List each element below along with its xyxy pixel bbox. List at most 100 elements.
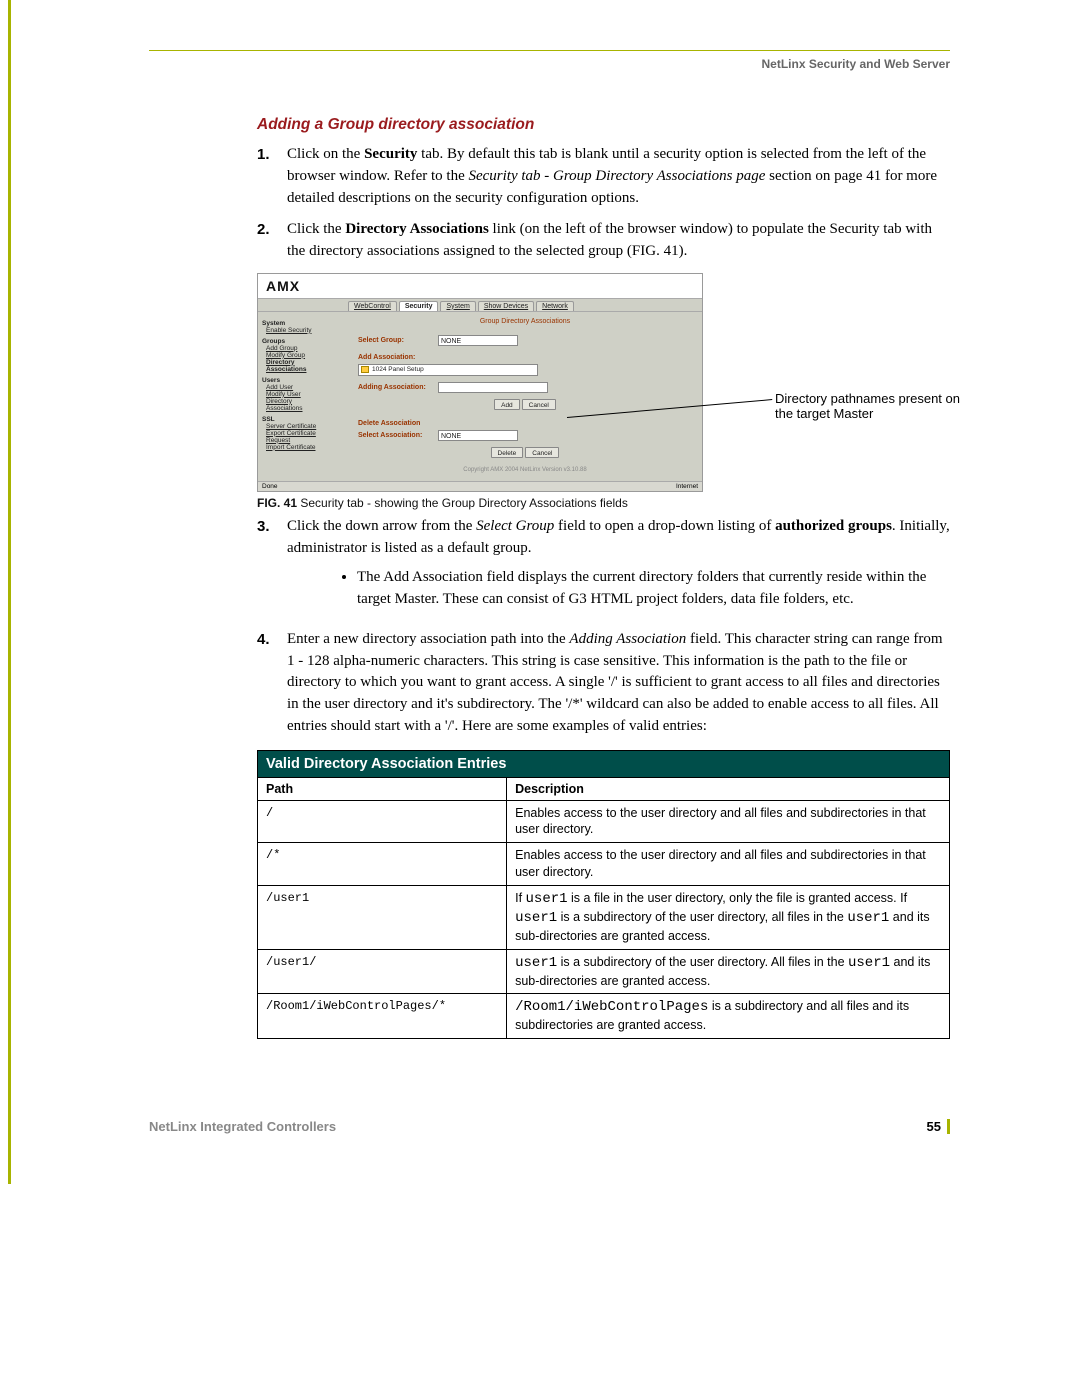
step-text: Click the Directory Associations link (o… (287, 219, 950, 263)
side-import-cert[interactable]: Import Certificate (266, 444, 344, 451)
cancel2-button[interactable]: Cancel (525, 447, 559, 458)
table-row: / Enables access to the user directory a… (258, 800, 950, 843)
side-modify-group[interactable]: Modify Group (266, 352, 344, 359)
t: Directory Associations (345, 221, 488, 237)
t: /Room1/iWebControlPages (515, 999, 708, 1015)
desc-cell: user1 is a subdirectory of the user dire… (507, 949, 950, 994)
table-row: /user1/ user1 is a subdirectory of the u… (258, 949, 950, 994)
t: Enter a new directory association path i… (287, 631, 569, 647)
step-num: 1. (257, 144, 281, 209)
footer: NetLinx Integrated Controllers 55 (149, 1119, 950, 1134)
adding-assoc-input[interactable] (438, 382, 548, 393)
bullet-1: The Add Association field displays the c… (357, 567, 950, 611)
step-3: 3. Click the down arrow from the Select … (257, 516, 950, 619)
t: authorized groups (775, 518, 892, 534)
step-4: 4. Enter a new directory association pat… (257, 629, 950, 738)
select-assoc-label: Select Association: (358, 432, 436, 439)
scr-copyright: Copyright AMX 2004 NetLinx Version v3.10… (358, 461, 692, 475)
desc-cell: Enables access to the user directory and… (507, 800, 950, 843)
side-directory-u[interactable]: Directory (266, 398, 344, 405)
section-title: Adding a Group directory association (257, 116, 950, 134)
side-associations-u[interactable]: Associations (266, 405, 344, 412)
scr-sidebar: System Enable Security Groups Add Group … (258, 312, 348, 481)
t: Select Group (476, 518, 554, 534)
adding-assoc-label: Adding Association: (358, 384, 436, 391)
cancel-button[interactable]: Cancel (522, 399, 556, 410)
side-associations[interactable]: Associations (266, 366, 344, 373)
step-num: 2. (257, 219, 281, 263)
side-modify-user[interactable]: Modify User (266, 391, 344, 398)
figure-41: AMX WebControl Security System Show Devi… (257, 273, 950, 510)
t: Security (364, 146, 417, 162)
top-rule (149, 50, 950, 51)
path-cell: /Room1/iWebControlPages/* (258, 994, 507, 1039)
tab-webcontrol[interactable]: WebControl (348, 301, 397, 311)
side-export-cert[interactable]: Export Certificate (266, 430, 344, 437)
association-table: Valid Directory Association Entries Path… (257, 750, 950, 1040)
add-button[interactable]: Add (494, 399, 520, 410)
table-row: /user1 If user1 is a file in the user di… (258, 886, 950, 950)
delete-button[interactable]: Delete (491, 447, 524, 458)
tab-security[interactable]: Security (399, 301, 439, 311)
caption-text: Security tab - showing the Group Directo… (297, 496, 628, 510)
assoc-folder-item[interactable]: 1024 Panel Setup (358, 364, 538, 376)
scr-statusbar: Done Internet (258, 481, 702, 491)
side-h-ssl: SSL (262, 416, 344, 423)
screenshot: AMX WebControl Security System Show Devi… (257, 273, 703, 492)
status-done: Done (262, 483, 278, 490)
side-enable-security[interactable]: Enable Security (266, 327, 344, 334)
t: user1 (848, 955, 890, 971)
amx-logo: AMX (258, 274, 702, 299)
t: is a subdirectory of the user directory.… (557, 955, 848, 969)
folder-label: 1024 Panel Setup (372, 366, 424, 373)
delete-assoc-label: Delete Association (358, 420, 436, 427)
t: Security tab - Group Directory Associati… (468, 168, 765, 184)
annotation-text: Directory pathnames present on the targe… (775, 391, 975, 422)
select-group-dropdown[interactable]: NONE (438, 335, 518, 346)
side-request[interactable]: Request (266, 437, 344, 444)
tab-network[interactable]: Network (536, 301, 574, 311)
t: user1 (847, 910, 889, 926)
step-text: Enter a new directory association path i… (287, 629, 950, 738)
col-path: Path (258, 777, 507, 800)
path-cell: /* (258, 843, 507, 886)
t: field to open a drop-down listing of (554, 518, 775, 534)
footer-page-num: 55 (927, 1119, 950, 1134)
tab-show-devices[interactable]: Show Devices (478, 301, 534, 311)
header-right: NetLinx Security and Web Server (149, 57, 950, 71)
t: Click on the (287, 146, 364, 162)
side-h-groups: Groups (262, 338, 344, 345)
desc-cell: /Room1/iWebControlPages is a subdirector… (507, 994, 950, 1039)
desc-cell: Enables access to the user directory and… (507, 843, 950, 886)
steps-list: 1. Click on the Security tab. By default… (257, 144, 950, 263)
side-server-cert[interactable]: Server Certificate (266, 423, 344, 430)
select-group-label: Select Group: (358, 337, 436, 344)
t: user1 (515, 955, 557, 971)
side-add-group[interactable]: Add Group (266, 345, 344, 352)
scr-body: System Enable Security Groups Add Group … (258, 311, 702, 481)
t: user1 (515, 910, 557, 926)
status-internet: Internet (676, 483, 698, 490)
add-assoc-label: Add Association: (358, 354, 436, 361)
select-assoc-dropdown[interactable]: NONE (438, 430, 518, 441)
scr-main-title: Group Directory Associations (358, 318, 692, 325)
steps-list-2: 3. Click the down arrow from the Select … (257, 516, 950, 738)
t: Click the down arrow from the (287, 518, 476, 534)
side-add-user[interactable]: Add User (266, 384, 344, 391)
t: Adding Association (569, 631, 686, 647)
figure-caption: FIG. 41 Security tab - showing the Group… (257, 496, 950, 510)
side-h-system: System (262, 320, 344, 327)
t: If (515, 891, 525, 905)
tab-system[interactable]: System (440, 301, 475, 311)
step-2: 2. Click the Directory Associations link… (257, 219, 950, 263)
side-h-users: Users (262, 377, 344, 384)
folder-icon (361, 366, 369, 373)
path-cell: /user1 (258, 886, 507, 950)
table-row: /* Enables access to the user directory … (258, 843, 950, 886)
scr-tabs: WebControl Security System Show Devices … (258, 299, 702, 311)
step-text: Click the down arrow from the Select Gro… (287, 516, 950, 619)
side-directory[interactable]: Directory (266, 359, 344, 366)
table-title: Valid Directory Association Entries (258, 750, 950, 777)
t: Click the (287, 221, 345, 237)
t: is a file in the user directory, only th… (568, 891, 908, 905)
